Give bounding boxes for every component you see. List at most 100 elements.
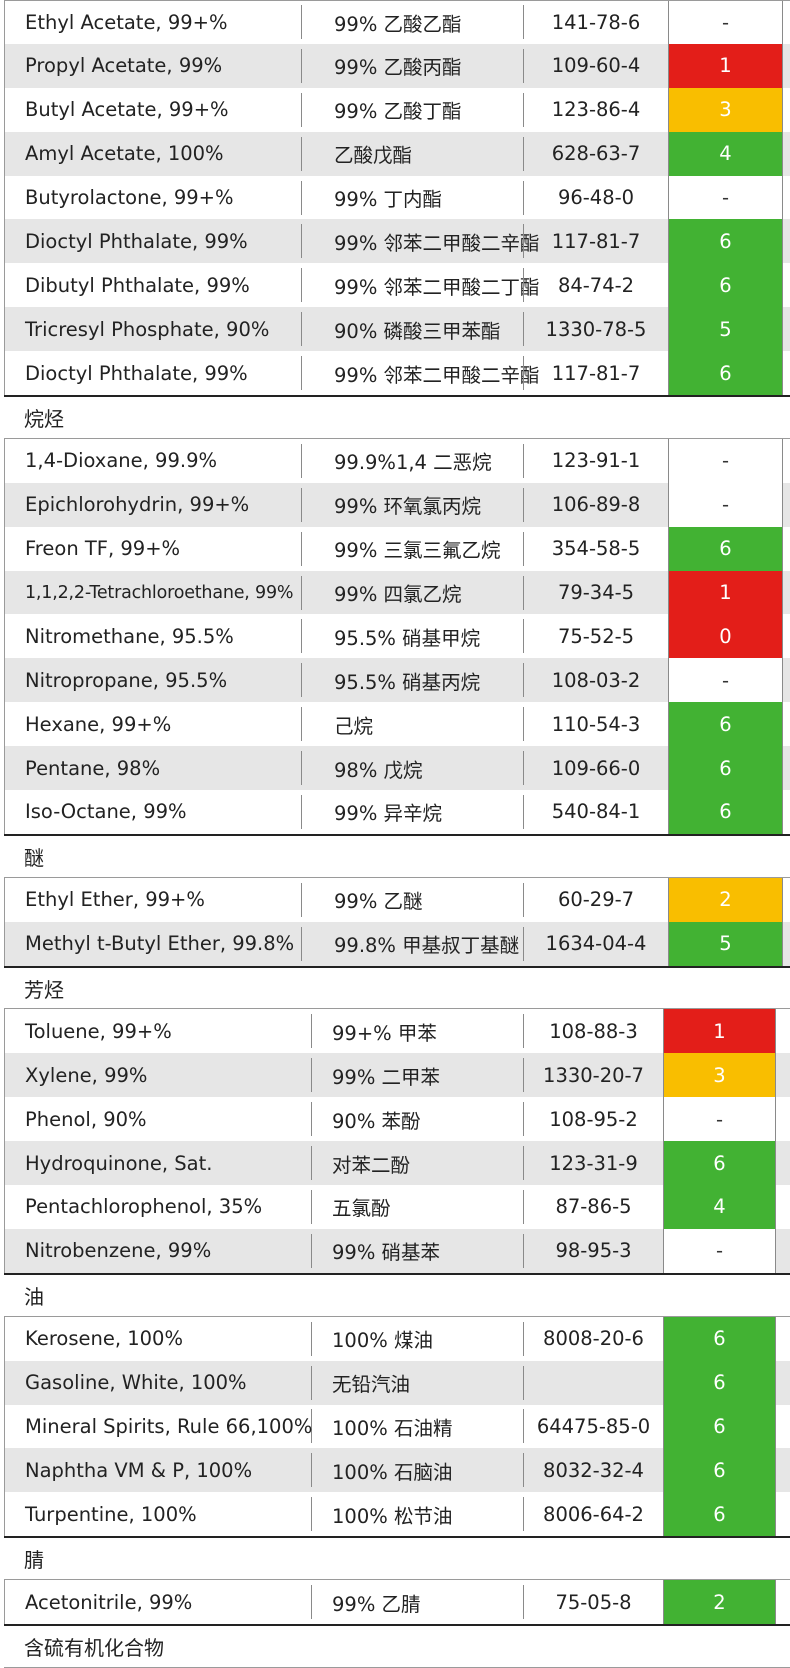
- table-row: Pentachlorophenol, 35% 五氯酚 87-86-5 4: [4, 1185, 790, 1229]
- section-heading: 油: [4, 1272, 790, 1317]
- english-name-cell: Hexane, 99+%: [25, 712, 172, 736]
- chinese-name-cell: 100% 石脑油: [311, 1453, 523, 1488]
- section-group: Ethyl Acetate, 99+% 99% 乙酸乙酯 141-78-6- Prop…: [4, 0, 790, 396]
- rating-cell: -: [668, 482, 783, 527]
- cas-number-cell: 110-54-3: [523, 707, 668, 742]
- table-row: Iso-Octane, 99% 99% 异辛烷 540-84-1 6: [4, 790, 790, 834]
- cas-number-cell: 79-34-5: [523, 575, 668, 610]
- cas-number-cell: 87-86-5: [523, 1189, 663, 1224]
- english-name-cell: Iso-Octane, 99%: [25, 800, 187, 824]
- chinese-name-cell: 99% 乙酸乙酯: [301, 5, 523, 40]
- chinese-name-cell: 99% 硝基苯: [311, 1233, 523, 1268]
- chinese-name-cell: 99% 邻苯二甲酸二辛酯: [301, 224, 540, 259]
- rating-cell: -: [663, 1228, 776, 1273]
- chinese-name-cell: 99% 乙腈: [311, 1585, 523, 1619]
- section-heading: 芳烃: [4, 965, 790, 1010]
- english-name-cell: Nitromethane, 95.5%: [25, 624, 234, 648]
- rating-cell: 5: [668, 307, 783, 352]
- chemical-resistance-table: Ethyl Acetate, 99+% 99% 乙酸乙酯 141-78-6- Prop…: [4, 0, 790, 1668]
- rating-cell: 1: [668, 570, 783, 615]
- rating-cell: 6: [663, 1360, 776, 1405]
- table-row: Toluene, 99+% 99+% 甲苯 108-88-3 1: [4, 1009, 790, 1054]
- section-heading: 腈: [4, 1536, 790, 1581]
- table-row: Methyl t-Butyl Ether, 99.8% 99.8% 甲基叔丁基醚 1…: [4, 921, 790, 966]
- table-row: Freon TF, 99+% 99% 三氯三氟乙烷 354-58-5 6: [4, 526, 790, 571]
- rating-cell: 6: [663, 1492, 776, 1537]
- cas-number-cell: 108-95-2: [523, 1102, 663, 1137]
- chinese-name-cell: 99% 丁内酯: [301, 180, 523, 215]
- section-group: 含硫有机化合物: [4, 1623, 790, 1668]
- chinese-name-cell: 对苯二酚: [311, 1146, 523, 1181]
- english-name-cell: Propyl Acetate, 99%: [25, 54, 223, 78]
- english-name-cell: Ethyl Acetate, 99+%: [25, 10, 228, 34]
- english-name-cell: Butyl Acetate, 99+%: [25, 98, 229, 122]
- cas-number-cell: 109-66-0: [523, 751, 668, 786]
- english-name-cell: Freon TF, 99+%: [25, 537, 181, 561]
- chinese-name-cell: 90% 磷酸三甲苯酯: [301, 312, 523, 347]
- english-name-cell: Amyl Acetate, 100%: [25, 142, 224, 166]
- rating-cell: 6: [663, 1141, 776, 1186]
- rating-cell: 6: [668, 790, 783, 834]
- chinese-name-cell: 99% 乙醚: [301, 882, 523, 917]
- section-heading: 烷烃: [4, 395, 790, 439]
- english-name-cell: Acetonitrile, 99%: [25, 1590, 193, 1614]
- cas-number-cell: 98-95-3: [523, 1233, 663, 1268]
- cas-number-cell: 1330-78-5: [523, 312, 668, 347]
- chinese-name-cell: 95.5% 硝基甲烷: [301, 619, 523, 654]
- table-row: Tricresyl Phosphate, 90% 90% 磷酸三甲苯酯 1330-7…: [4, 307, 790, 352]
- cas-number-cell: 96-48-0: [523, 180, 668, 215]
- table-row: Epichlorohydrin, 99+% 99% 环氧氯丙烷 106-89-8-: [4, 482, 790, 527]
- chinese-name-cell: 己烷: [301, 707, 523, 742]
- table-row: Amyl Acetate, 100% 乙酸戊酯 628-63-7 4: [4, 131, 790, 176]
- table-row: Pentane, 98% 98% 戊烷 109-66-0 6: [4, 746, 790, 791]
- english-name-cell: Ethyl Ether, 99+%: [25, 888, 205, 912]
- english-name-cell: Turpentine, 100%: [25, 1502, 197, 1526]
- rating-cell: 6: [668, 702, 783, 747]
- english-name-cell: Epichlorohydrin, 99+%: [25, 493, 250, 517]
- english-name-cell: Mineral Spirits, Rule 66,100%: [25, 1414, 313, 1438]
- rating-cell: 6: [663, 1448, 776, 1493]
- rating-cell: -: [668, 1, 783, 44]
- rating-cell: 3: [663, 1053, 776, 1098]
- cas-number-cell: 75-52-5: [523, 619, 668, 654]
- section-group: 醚 Ethyl Ether, 99+% 99% 乙醚 60-29-7 2 Methyl t…: [4, 833, 790, 966]
- rating-cell: 4: [663, 1185, 776, 1229]
- cas-number-cell: 354-58-5: [523, 531, 668, 566]
- rating-cell: 0: [668, 614, 783, 659]
- chinese-name-cell: 99% 四氯乙烷: [301, 575, 523, 610]
- cas-number-cell: 117-81-7: [523, 356, 668, 391]
- rating-cell: 2: [663, 1580, 776, 1624]
- rating-cell: 6: [668, 351, 783, 396]
- chinese-name-cell: 98% 戊烷: [301, 751, 523, 786]
- chinese-name-cell: 90% 苯酚: [311, 1102, 523, 1137]
- english-name-cell: Dioctyl Phthalate, 99%: [25, 361, 248, 385]
- table-row: Propyl Acetate, 99% 99% 乙酸丙酯 109-60-4 1: [4, 43, 790, 88]
- table-row: Naphtha VM & P, 100% 100% 石脑油 8032-32-4 6: [4, 1448, 790, 1493]
- english-name-cell: Dibutyl Phthalate, 99%: [25, 273, 250, 297]
- table-row: Gasoline, White, 100% 无铅汽油 6: [4, 1360, 790, 1405]
- table-row: Phenol, 90% 90% 苯酚 108-95-2-: [4, 1097, 790, 1142]
- english-name-cell: Methyl t-Butyl Ether, 99.8%: [25, 932, 295, 956]
- table-row: 1,1,2,2-Tetrachloroethane, 99% 99% 四氯乙烷 79…: [4, 570, 790, 615]
- english-name-cell: Nitropropane, 95.5%: [25, 668, 228, 692]
- cas-number-cell: 540-84-1: [523, 794, 668, 829]
- rating-cell: 6: [668, 219, 783, 264]
- cas-number-cell: 141-78-6: [523, 5, 668, 40]
- cas-number-cell: 117-81-7: [523, 224, 668, 259]
- table-row: 1,4-Dioxane, 99.9% 99.9%1,4 二恶烷 123-91-1-: [4, 438, 790, 483]
- rating-cell: 2: [668, 877, 783, 922]
- rating-cell: -: [668, 438, 783, 483]
- chinese-name-cell: 99% 邻苯二甲酸二辛酯: [301, 356, 540, 391]
- chinese-name-cell: 100% 石油精: [311, 1409, 523, 1444]
- rating-cell: 6: [668, 746, 783, 791]
- cas-number-cell: 8006-64-2: [523, 1497, 663, 1532]
- chinese-name-cell: 99% 异辛烷: [301, 794, 523, 829]
- rating-cell: -: [668, 658, 783, 703]
- cas-number-cell: 108-03-2: [523, 663, 668, 698]
- english-name-cell: Kerosene, 100%: [25, 1327, 183, 1351]
- cas-number-cell: 108-88-3: [523, 1014, 663, 1049]
- rating-cell: 1: [668, 43, 783, 88]
- section-group: 芳烃 Toluene, 99+% 99+% 甲苯 108-88-3 1 Xylene, 9…: [4, 965, 790, 1273]
- table-row: Ethyl Acetate, 99+% 99% 乙酸乙酯 141-78-6-: [4, 0, 790, 44]
